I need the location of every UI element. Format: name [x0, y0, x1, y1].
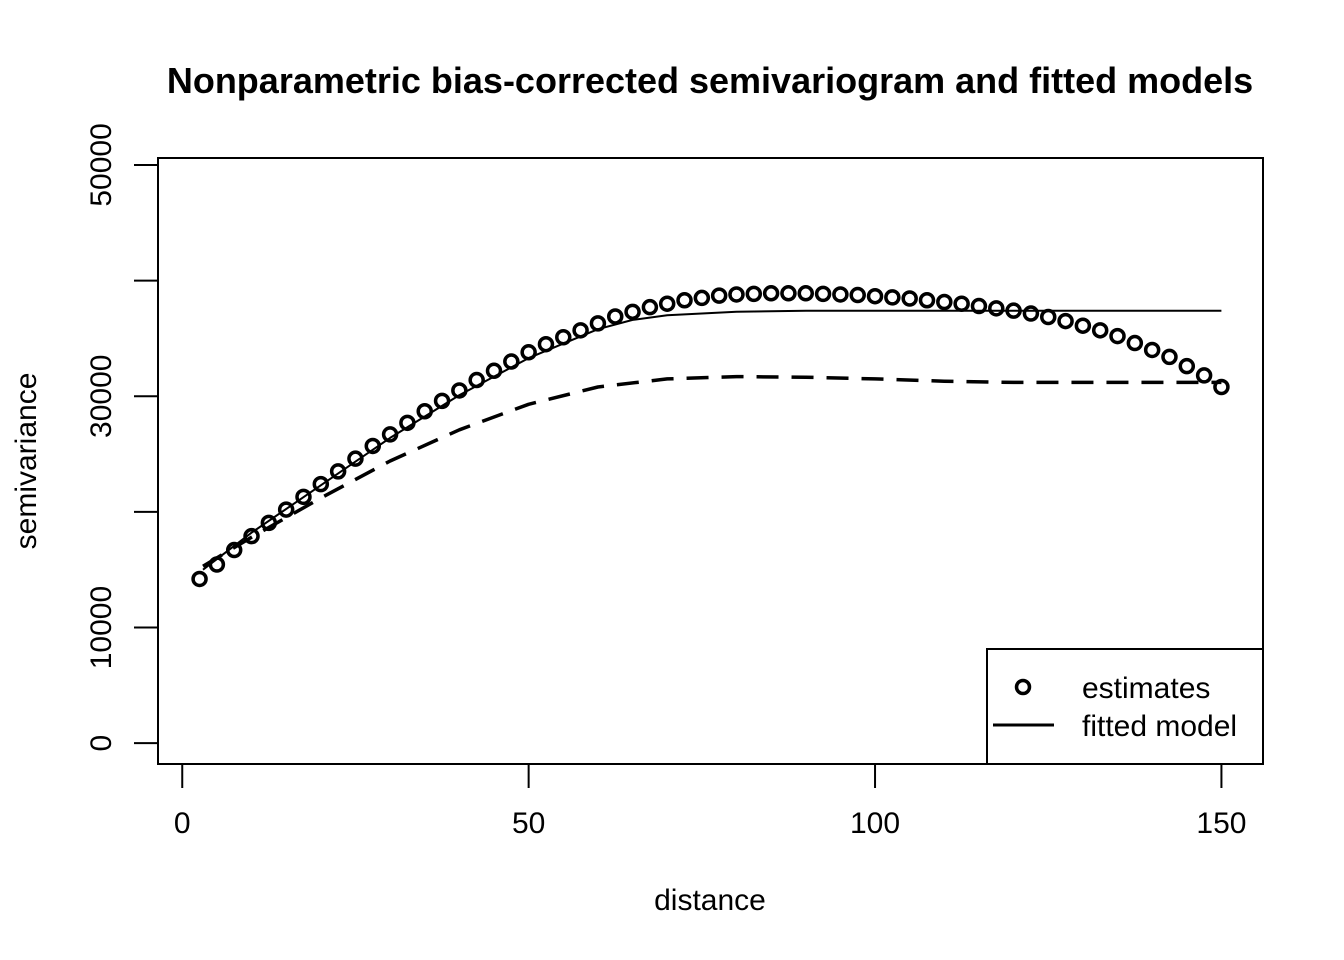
estimate-point [658, 295, 676, 312]
estimate-point [312, 475, 330, 493]
estimate-point [970, 297, 988, 315]
estimate-point [468, 371, 485, 389]
x-axis-label: distance [654, 884, 766, 917]
estimate-point [295, 488, 312, 506]
y-axis-label: semivariance [10, 373, 43, 550]
estimate-point [1161, 348, 1178, 366]
estimate-point [676, 291, 693, 309]
estimate-point [745, 285, 763, 303]
estimate-point [710, 287, 728, 304]
estimate-point [1022, 305, 1040, 322]
estimate-point [347, 450, 364, 467]
x-tick-label: 0 [174, 807, 191, 840]
estimate-point [641, 298, 659, 316]
series-dashed-line [202, 374, 1222, 568]
x-axis: 0 50 100 150 [174, 763, 1247, 840]
estimate-point [728, 286, 745, 303]
estimate-point [243, 527, 260, 545]
legend-fitted-model-label: fitted model [1082, 710, 1237, 743]
estimate-point [901, 290, 918, 307]
x-tick-label: 100 [850, 807, 900, 840]
estimate-point [191, 570, 208, 588]
y-axis: 0 10000 30000 50000 [85, 123, 159, 752]
estimate-point [693, 289, 711, 307]
estimate-point [1039, 308, 1057, 326]
legend-estimates-label: estimates [1082, 672, 1210, 705]
estimate-point [1143, 341, 1161, 359]
estimate-point [1074, 317, 1092, 334]
estimate-point [953, 295, 970, 312]
x-tick-label: 150 [1196, 807, 1246, 840]
plot-area [191, 285, 1230, 588]
y-tick-label: 0 [85, 735, 118, 752]
estimate-point [1091, 322, 1109, 339]
y-ticks [134, 163, 158, 745]
estimate-point [277, 501, 295, 518]
estimate-point [1195, 367, 1213, 384]
estimate-point [866, 287, 884, 305]
estimate-point [918, 291, 936, 309]
estimate-point [814, 285, 832, 303]
estimate-point [1178, 357, 1196, 375]
estimate-point [762, 285, 780, 302]
y-tick-label: 30000 [85, 355, 118, 438]
estimate-point [1057, 312, 1074, 330]
estimate-point [884, 289, 901, 306]
estimate-point [797, 285, 815, 302]
estimate-point [606, 308, 624, 325]
series-fitted-model-line [202, 309, 1222, 571]
x-tick-label: 50 [512, 807, 545, 840]
y-tick-labels: 0 10000 30000 50000 [85, 123, 118, 751]
legend: estimates fitted model [986, 648, 1264, 765]
estimate-point [1126, 334, 1144, 352]
estimate-point [780, 285, 797, 302]
x-tick-labels: 0 50 100 150 [174, 807, 1247, 840]
estimate-point [849, 286, 866, 304]
chart-title: Nonparametric bias-corrected semivariogr… [167, 60, 1253, 101]
estimate-point [936, 293, 953, 311]
legend-box [986, 648, 1264, 765]
y-tick-label: 10000 [85, 586, 118, 669]
x-ticks [181, 764, 1223, 788]
estimate-point [503, 353, 520, 370]
estimate-point [1213, 378, 1230, 396]
estimate-point [485, 362, 503, 380]
estimate-point [624, 303, 641, 321]
estimate-point [988, 300, 1005, 317]
estimate-point [416, 403, 433, 420]
series-estimates [191, 285, 1230, 588]
estimate-point [451, 382, 468, 399]
y-tick-label: 50000 [85, 123, 118, 206]
estimate-point [329, 463, 347, 480]
legend-estimates-marker [1014, 678, 1032, 696]
estimate-point [832, 286, 849, 303]
estimate-point [1109, 327, 1126, 345]
